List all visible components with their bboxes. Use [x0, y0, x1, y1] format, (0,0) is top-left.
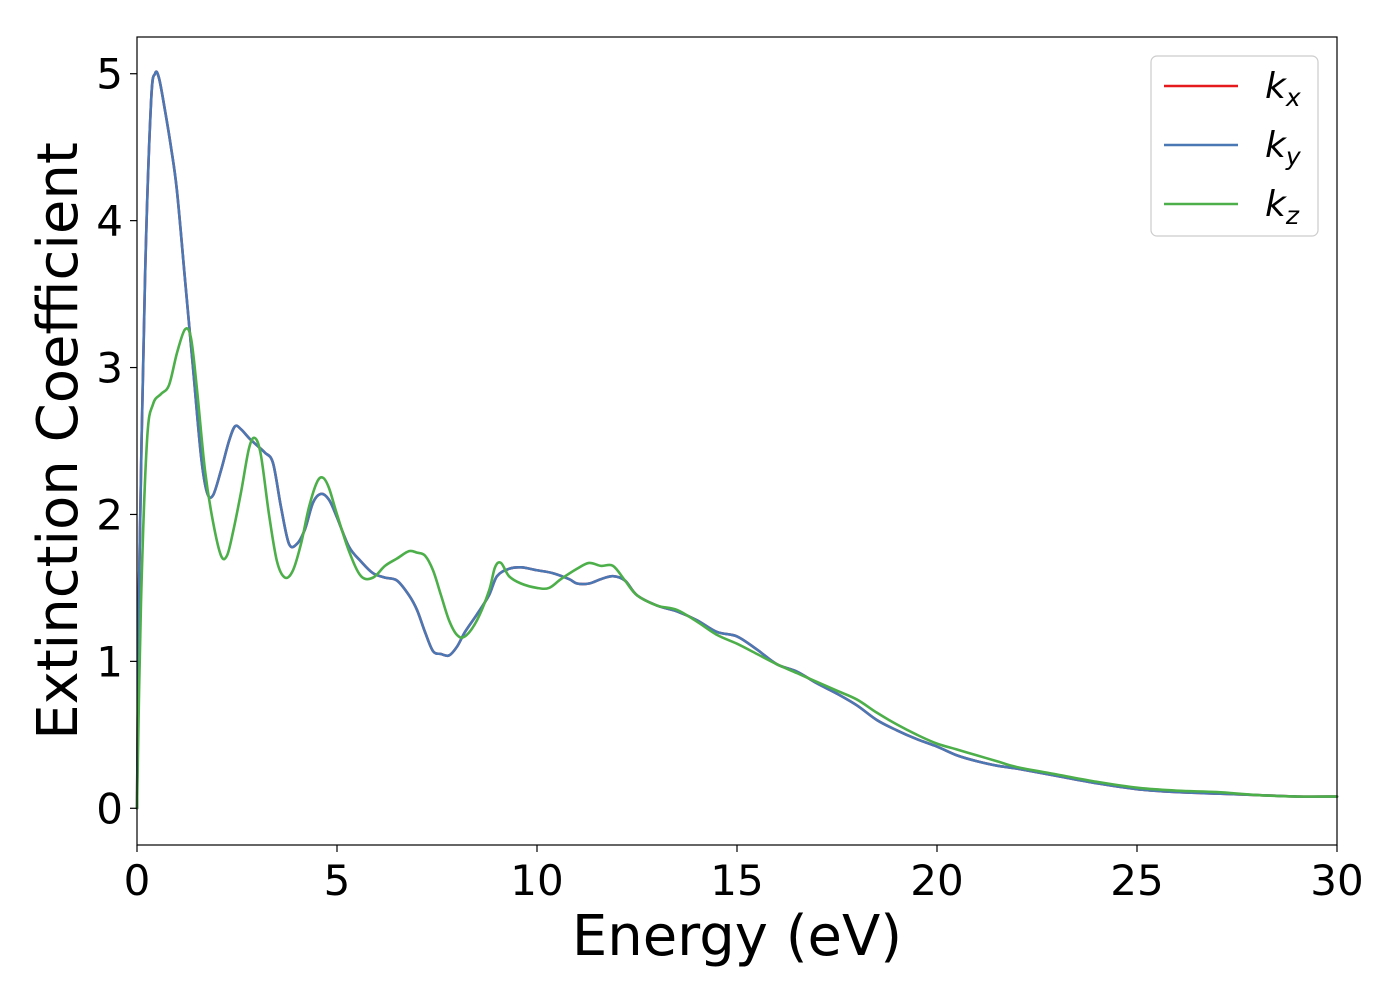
- series-layer: [135, 70, 1339, 810]
- legend: kx ky kz: [1150, 55, 1319, 237]
- legend-label-x: kx: [1265, 66, 1301, 112]
- x-tick-label: 5: [324, 856, 351, 905]
- y-tick-label: 2: [96, 490, 123, 539]
- y-tick-label: 4: [96, 197, 123, 246]
- legend-label-y: ky: [1265, 125, 1302, 171]
- legend-items: kx ky kz: [1164, 66, 1302, 230]
- x-tick-label: 15: [710, 856, 763, 905]
- x-tick-label: 25: [1110, 856, 1163, 905]
- y-tick-label: 3: [96, 344, 123, 393]
- x-tick-label: 20: [910, 856, 963, 905]
- legend-label-z: kz: [1265, 184, 1300, 230]
- y-tick-label: 1: [96, 637, 123, 686]
- x-tick-label: 0: [124, 856, 151, 905]
- ticks-layer: 0 5 10 15 20 25 30 0 1 2 3 4 5: [96, 50, 1363, 905]
- series-line-y: [135, 70, 1339, 810]
- y-axis-title: Extinction Coefficient: [26, 142, 91, 740]
- y-tick-label: 0: [96, 784, 123, 833]
- y-tick-label: 5: [96, 50, 123, 99]
- x-axis-title: Energy (eV): [572, 904, 902, 969]
- x-tick-label: 30: [1310, 856, 1363, 905]
- x-tick-label: 10: [510, 856, 563, 905]
- series-line-z: [135, 327, 1339, 810]
